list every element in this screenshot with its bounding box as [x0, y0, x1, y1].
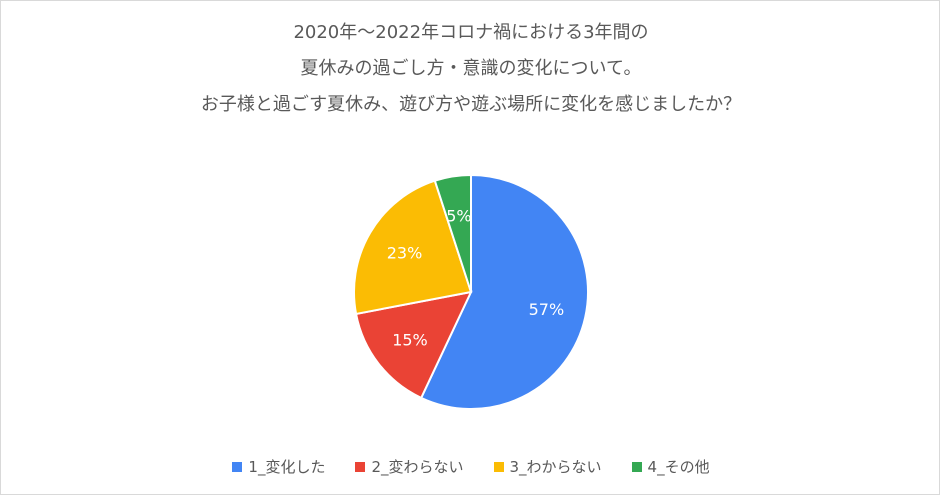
- legend-item-4: 4_その他: [631, 456, 710, 477]
- slice-label-2: 15%: [392, 330, 428, 349]
- slice-label-1: 57%: [529, 300, 565, 319]
- legend-label-4: 4_その他: [647, 458, 710, 476]
- legend-swatch-3: [493, 461, 504, 472]
- legend-label-1: 1_変化した: [248, 458, 326, 476]
- slice-label-4: 5%: [446, 207, 471, 226]
- pie-slice-4: [433, 173, 472, 293]
- title-line-1: 2020年～2022年コロナ禍における3年間の: [293, 22, 649, 43]
- pie-slice-1: [419, 173, 589, 410]
- slice-label-3: 23%: [387, 244, 423, 263]
- legend: 1_変化した 2_変わらない 3_わからない 4_その他: [1, 456, 940, 477]
- legend-swatch-1: [232, 461, 243, 472]
- pie-slice-2: [354, 290, 473, 400]
- legend-item-1: 1_変化した: [232, 456, 325, 477]
- legend-item-3: 3_わからない: [493, 456, 602, 477]
- title-line-3: お子様と過ごす夏休み、遊び方や遊ぶ場所に変化を感じましたか？: [200, 94, 742, 115]
- legend-swatch-2: [355, 461, 366, 472]
- legend-swatch-4: [631, 461, 642, 472]
- title-line-2: 夏休みの過ごし方・意識の変化について。: [300, 58, 642, 79]
- legend-label-3: 3_わからない: [509, 458, 602, 476]
- legend-item-2: 2_変わらない: [355, 456, 464, 477]
- pie-slice-3: [353, 179, 473, 316]
- legend-label-2: 2_変わらない: [371, 458, 464, 476]
- chart-title: 2020年～2022年コロナ禍における3年間の 夏休みの過ごし方・意識の変化につ…: [1, 15, 940, 123]
